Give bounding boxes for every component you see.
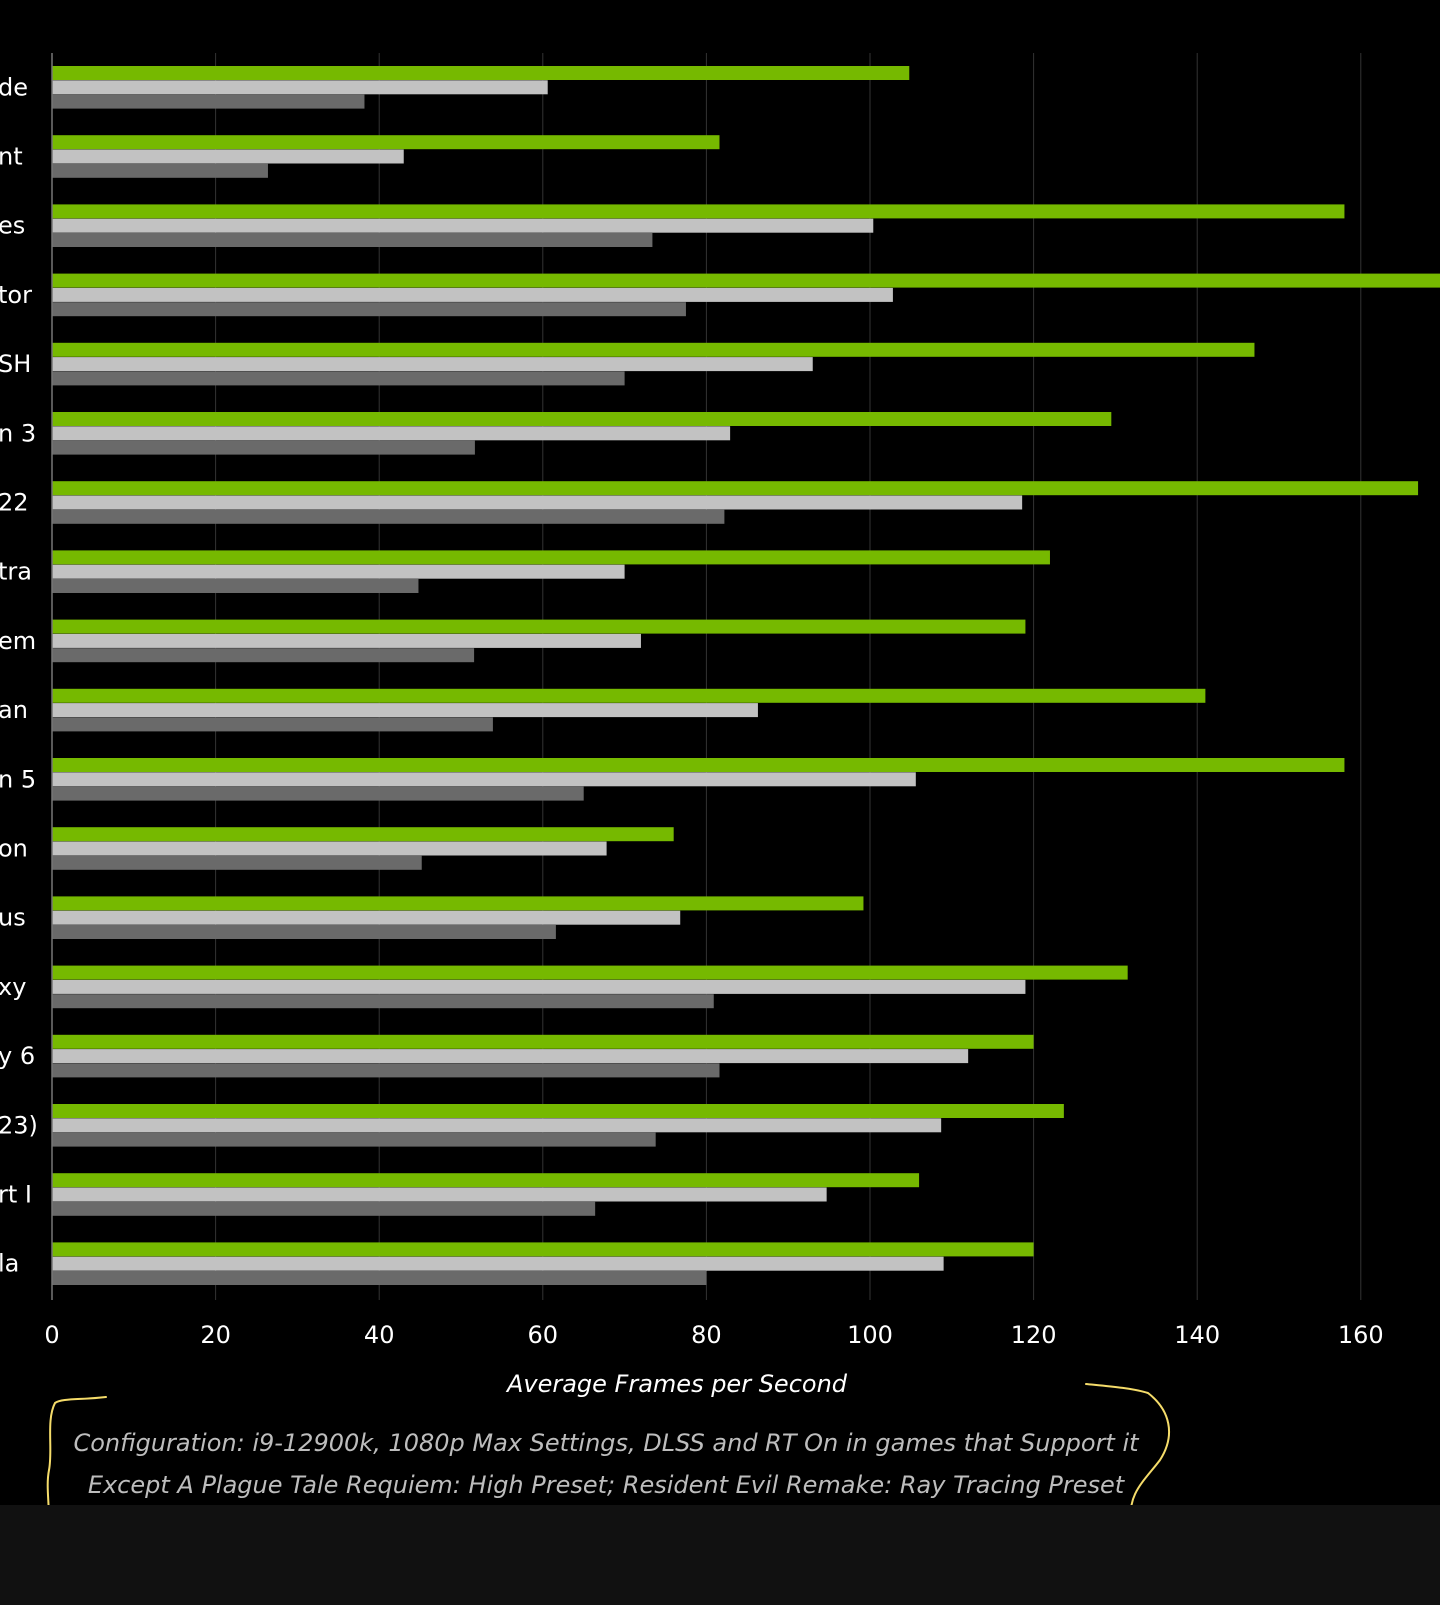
category-label: xy <box>0 973 26 1001</box>
bar-13-series-1 <box>52 979 1026 994</box>
bar-8-series-1 <box>52 633 641 648</box>
config-bracket-right <box>1085 1383 1171 1505</box>
bar-2-series-2 <box>52 233 653 247</box>
category-label: 22 <box>0 489 29 517</box>
fps-bar-chart: de nt es tor SH n 3 22 tra em an n 5 on us xy y 6 23) rt… <box>0 53 1440 1505</box>
bar-2-series-0 <box>52 204 1345 219</box>
bar-0-series-2 <box>52 94 365 109</box>
bar-3-series-2 <box>52 302 686 317</box>
bar-17-series-2 <box>52 1271 707 1285</box>
bar-5-series-1 <box>52 426 731 441</box>
bottom-band <box>0 1505 1440 1605</box>
bar-6-series-0 <box>52 481 1419 496</box>
chart-area: de nt es tor SH n 3 22 tra em an n 5 on us xy y 6 23) rt… <box>0 53 1440 1505</box>
bar-15-series-2 <box>52 1132 656 1147</box>
x-tick-label: 80 <box>691 1321 722 1349</box>
category-label: y 6 <box>0 1042 35 1070</box>
bar-11-series-0 <box>52 827 674 842</box>
x-tick-label: 20 <box>200 1321 231 1349</box>
category-label: de <box>0 73 28 101</box>
category-label: on <box>0 835 28 863</box>
x-tick-label: 40 <box>364 1321 395 1349</box>
category-label: n 5 <box>0 765 36 793</box>
bar-1-series-2 <box>52 163 268 178</box>
bar-12-series-2 <box>52 925 556 939</box>
bar-10-series-0 <box>52 758 1345 772</box>
grid-lines <box>215 53 1362 1300</box>
category-labels: de nt es tor SH n 3 22 tra em an n 5 on us xy y 6 23) rt… <box>0 73 38 1277</box>
bar-14-series-0 <box>52 1034 1034 1049</box>
x-tick-label: 100 <box>847 1321 893 1349</box>
bar-3-series-1 <box>52 287 893 302</box>
bar-1-series-0 <box>52 135 720 150</box>
bar-13-series-2 <box>52 994 714 1009</box>
bars <box>52 66 1440 1285</box>
bar-4-series-0 <box>52 342 1255 357</box>
x-tick-label: 0 <box>44 1321 59 1349</box>
bar-11-series-2 <box>52 855 422 870</box>
bar-7-series-0 <box>52 550 1050 565</box>
bar-9-series-0 <box>52 688 1206 703</box>
category-label: an <box>0 696 28 724</box>
bar-8-series-0 <box>52 619 1026 634</box>
configuration-note-line2: Except A Plague Tale Requiem: High Prese… <box>88 1471 1126 1499</box>
bar-17-series-1 <box>52 1256 944 1271</box>
bar-16-series-1 <box>52 1187 827 1202</box>
category-label: tor <box>0 281 32 309</box>
bar-15-series-0 <box>52 1104 1064 1118</box>
bar-8-series-2 <box>52 648 475 663</box>
category-label: nt <box>0 143 23 171</box>
bar-13-series-0 <box>52 965 1128 980</box>
bar-7-series-1 <box>52 564 625 579</box>
bar-12-series-0 <box>52 896 864 911</box>
category-label: la <box>0 1250 19 1278</box>
category-label: em <box>0 627 36 655</box>
bar-9-series-1 <box>52 703 758 718</box>
bar-7-series-2 <box>52 579 419 593</box>
x-tick-label: 160 <box>1338 1321 1384 1349</box>
bar-16-series-2 <box>52 1201 596 1216</box>
bar-0-series-0 <box>52 66 910 80</box>
bar-16-series-0 <box>52 1173 920 1188</box>
bar-17-series-0 <box>52 1242 1034 1257</box>
x-tick-labels: 0 20 40 60 80 100 120 140 160 <box>44 1321 1383 1349</box>
x-axis-title: Average Frames per Second <box>505 1370 848 1398</box>
bar-11-series-1 <box>52 841 607 856</box>
bar-10-series-1 <box>52 772 916 787</box>
x-tick-label: 140 <box>1174 1321 1220 1349</box>
bar-5-series-0 <box>52 412 1112 426</box>
bar-10-series-2 <box>52 786 584 801</box>
x-tick-label: 120 <box>1011 1321 1057 1349</box>
category-label: es <box>0 212 25 240</box>
bar-3-series-0 <box>52 273 1440 288</box>
bar-5-series-2 <box>52 440 475 455</box>
category-label: tra <box>0 558 32 586</box>
category-label: rt I <box>0 1181 32 1209</box>
category-label: 23) <box>0 1111 38 1139</box>
bar-0-series-1 <box>52 80 548 95</box>
bar-14-series-1 <box>52 1049 969 1064</box>
bar-2-series-1 <box>52 218 874 233</box>
bar-6-series-2 <box>52 509 725 524</box>
category-label: us <box>0 904 26 932</box>
x-tick-label: 60 <box>528 1321 559 1349</box>
bar-9-series-2 <box>52 717 493 732</box>
bar-6-series-1 <box>52 495 1023 510</box>
category-label: n 3 <box>0 419 36 447</box>
bar-12-series-1 <box>52 910 681 925</box>
bar-15-series-1 <box>52 1118 942 1133</box>
config-bracket-left <box>46 1396 107 1505</box>
bar-4-series-2 <box>52 371 625 386</box>
category-label: SH <box>0 350 31 378</box>
bar-14-series-2 <box>52 1063 720 1078</box>
bar-1-series-1 <box>52 149 404 164</box>
bar-4-series-1 <box>52 357 813 372</box>
configuration-note-line1: Configuration: i9-12900k, 1080p Max Sett… <box>73 1429 1140 1457</box>
